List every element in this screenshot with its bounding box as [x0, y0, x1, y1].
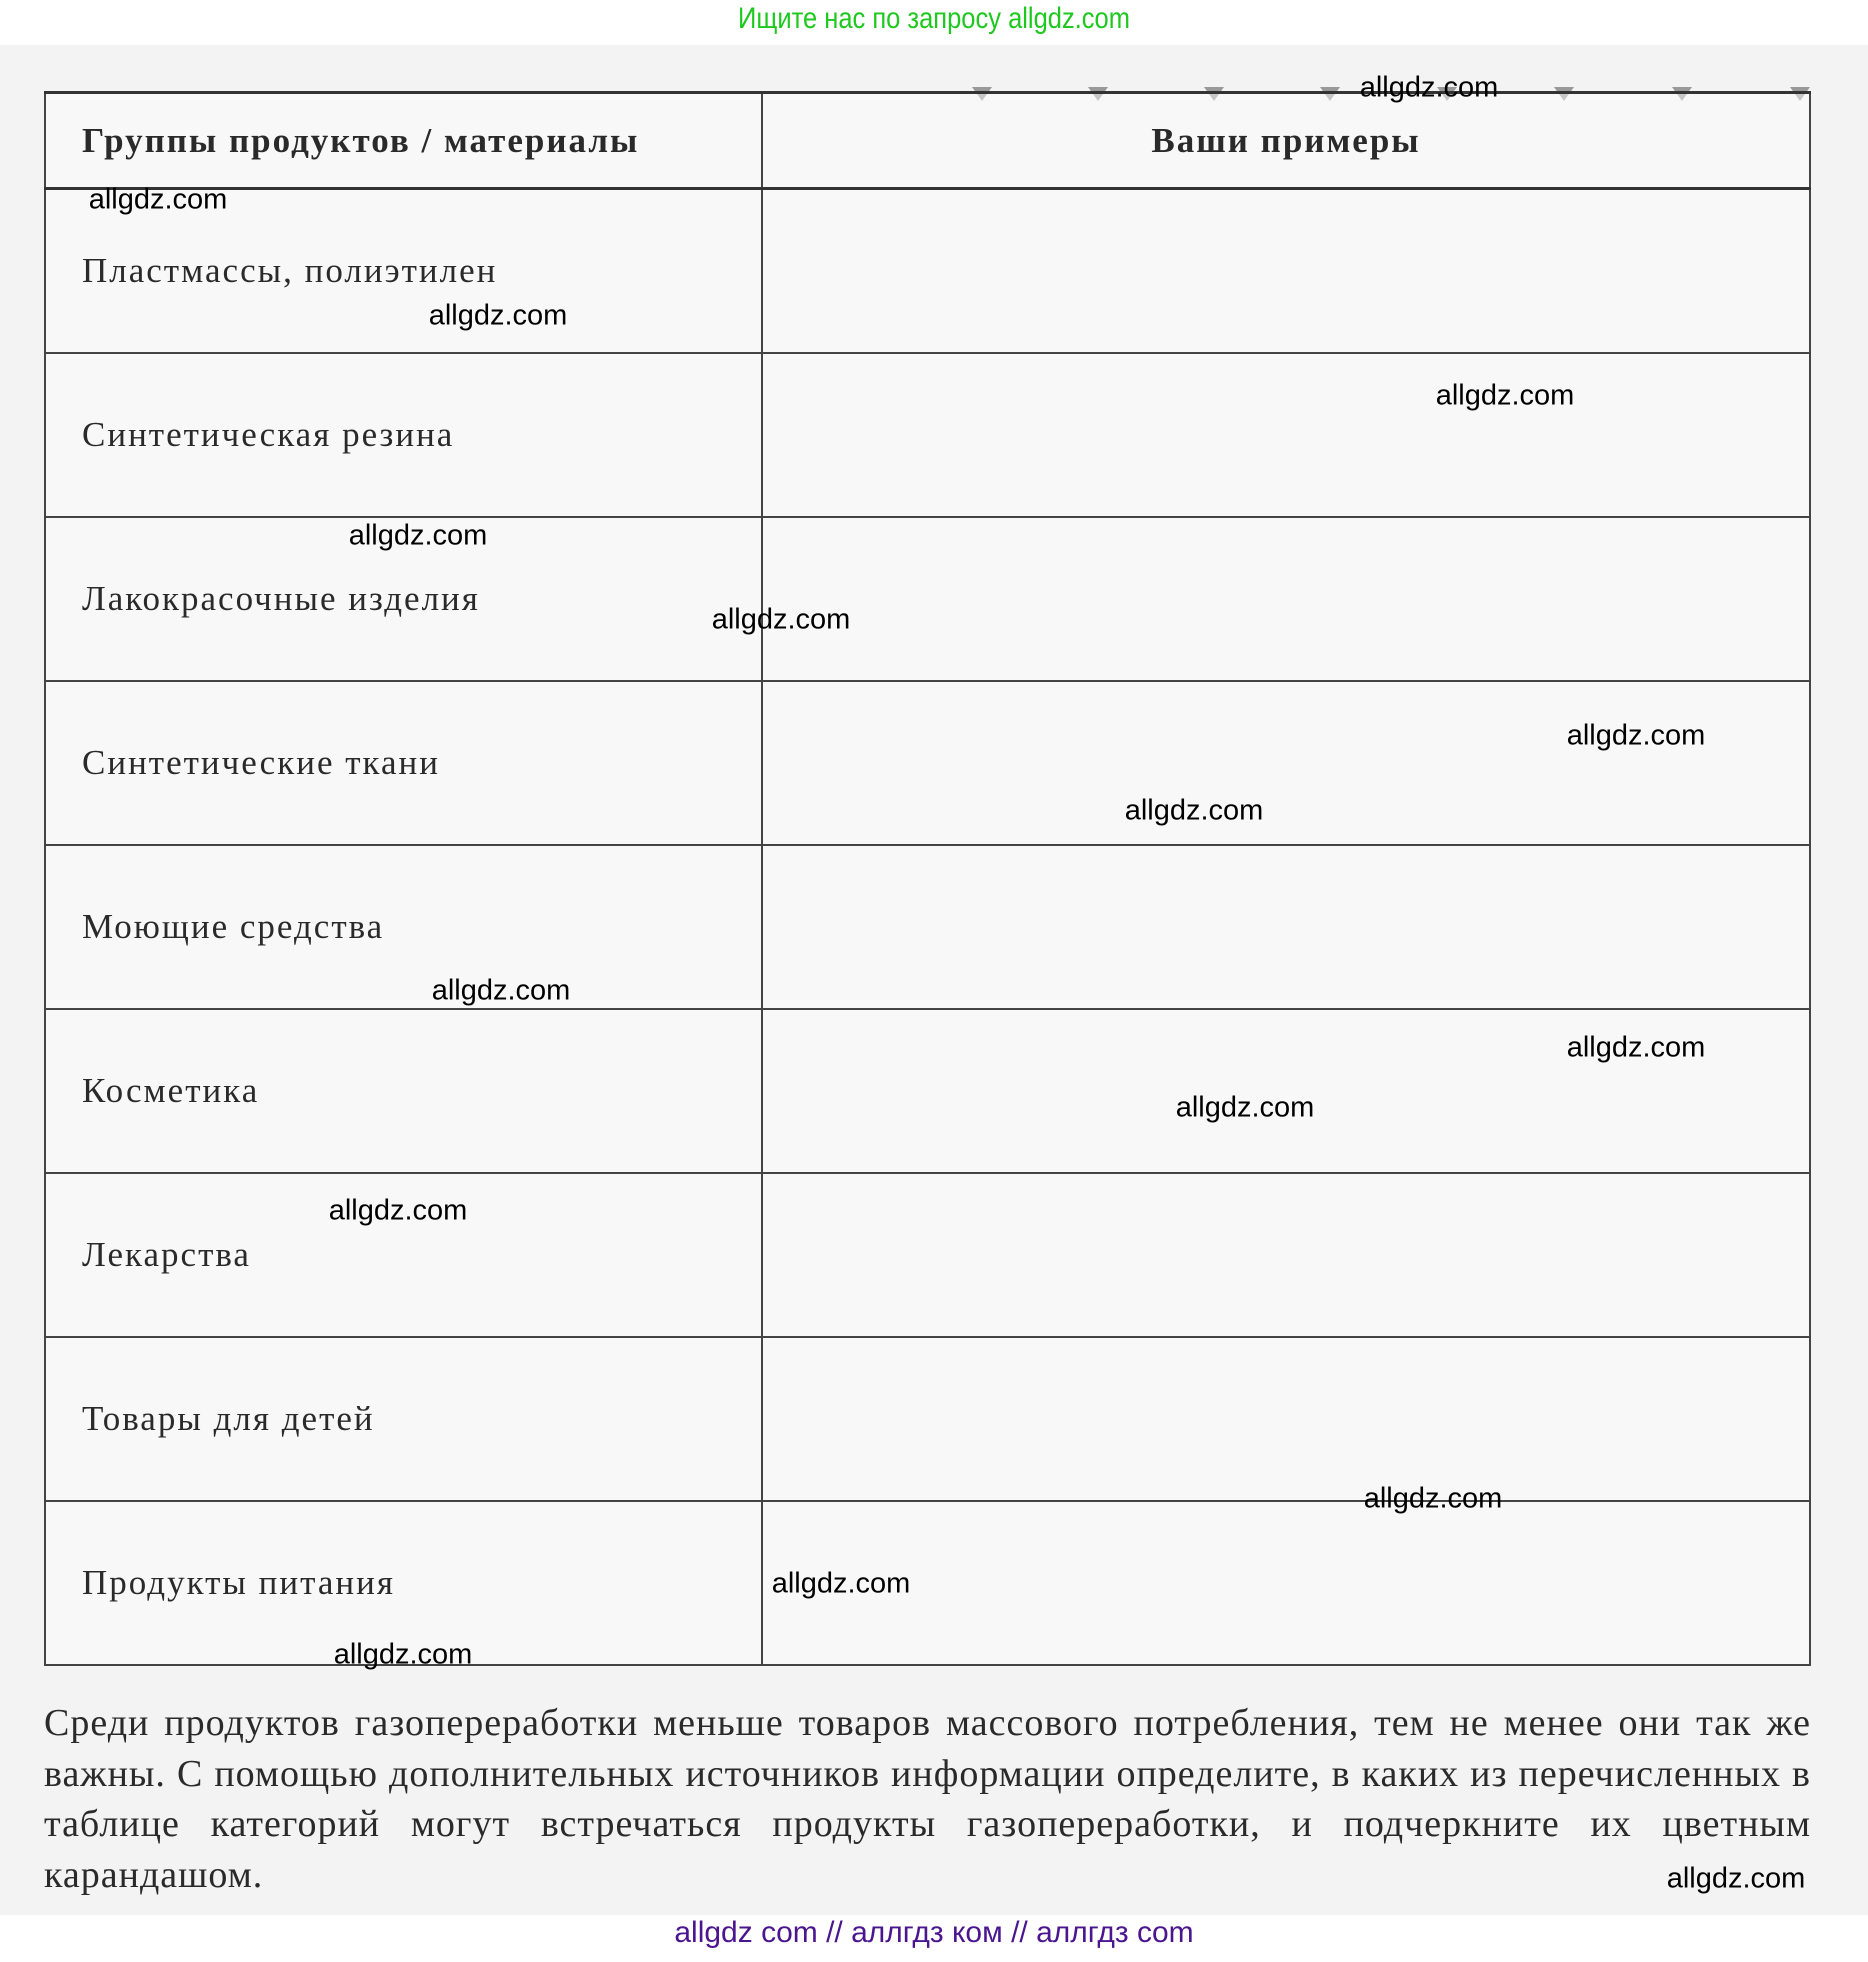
group-cell: Лакокрасочные изделия — [44, 516, 763, 682]
group-cell: Синтетическая резина — [44, 352, 763, 518]
watermark: allgdz.com — [348, 519, 488, 552]
watermark: allgdz.com — [1359, 71, 1499, 104]
group-cell: Лекарства — [44, 1172, 763, 1338]
watermark: allgdz.com — [1566, 719, 1706, 752]
top-banner: Ищите нас по запросу allgdz.com — [738, 2, 1130, 35]
examples-cell[interactable] — [761, 1500, 1811, 1666]
examples-cell[interactable] — [761, 1172, 1811, 1338]
table-row: Продукты питания — [44, 1500, 1811, 1666]
examples-cell[interactable] — [761, 1008, 1811, 1174]
table-row: Товары для детей — [44, 1336, 1811, 1502]
watermark: allgdz.com — [328, 1194, 468, 1227]
examples-cell[interactable] — [761, 1336, 1811, 1502]
watermark: allgdz.com — [1124, 794, 1264, 827]
table-row: Лакокрасочные изделия — [44, 516, 1811, 682]
watermark: allgdz.com — [771, 1567, 911, 1600]
header-examples: Ваши примеры — [761, 91, 1811, 190]
group-cell: Моющие средства — [44, 844, 763, 1010]
examples-cell[interactable] — [761, 516, 1811, 682]
group-cell: Товары для детей — [44, 1336, 763, 1502]
group-cell: Продукты питания — [44, 1500, 763, 1666]
examples-cell[interactable] — [761, 352, 1811, 518]
header-groups: Группы продуктов / материалы — [44, 91, 763, 190]
table-row: Синтетические ткани — [44, 680, 1811, 846]
table-row: Лекарства — [44, 1172, 1811, 1338]
watermark: allgdz.com — [1666, 1862, 1806, 1895]
table-row: Моющие средства — [44, 844, 1811, 1010]
products-table: Группы продуктов / материалы Ваши пример… — [44, 91, 1811, 1666]
watermark: allgdz.com — [88, 183, 228, 216]
examples-cell[interactable] — [761, 680, 1811, 846]
group-cell: Синтетические ткани — [44, 680, 763, 846]
watermark: allgdz.com — [431, 974, 571, 1007]
group-cell: Косметика — [44, 1008, 763, 1174]
examples-cell[interactable] — [761, 844, 1811, 1010]
watermark: allgdz.com — [711, 603, 851, 636]
watermark: allgdz.com — [1363, 1482, 1503, 1515]
watermark: allgdz.com — [333, 1638, 473, 1671]
watermark: allgdz.com — [1566, 1031, 1706, 1064]
watermark: allgdz.com — [1435, 379, 1575, 412]
task-paragraph: Среди продуктов газопереработки меньше т… — [44, 1702, 1811, 1896]
watermark: allgdz.com — [1175, 1091, 1315, 1124]
table-row: Синтетическая резина — [44, 352, 1811, 518]
table-row: Косметика — [44, 1008, 1811, 1174]
table-row: Пластмассы, полиэтилен — [44, 187, 1811, 354]
footer-watermark: allgdz com // аллгдз ком // аллгдз com — [674, 1916, 1194, 1949]
group-cell: Пластмассы, полиэтилен — [44, 187, 763, 354]
table-header-row: Группы продуктов / материалы Ваши пример… — [44, 91, 1811, 190]
examples-cell[interactable] — [761, 187, 1811, 354]
watermark: allgdz.com — [428, 299, 568, 332]
